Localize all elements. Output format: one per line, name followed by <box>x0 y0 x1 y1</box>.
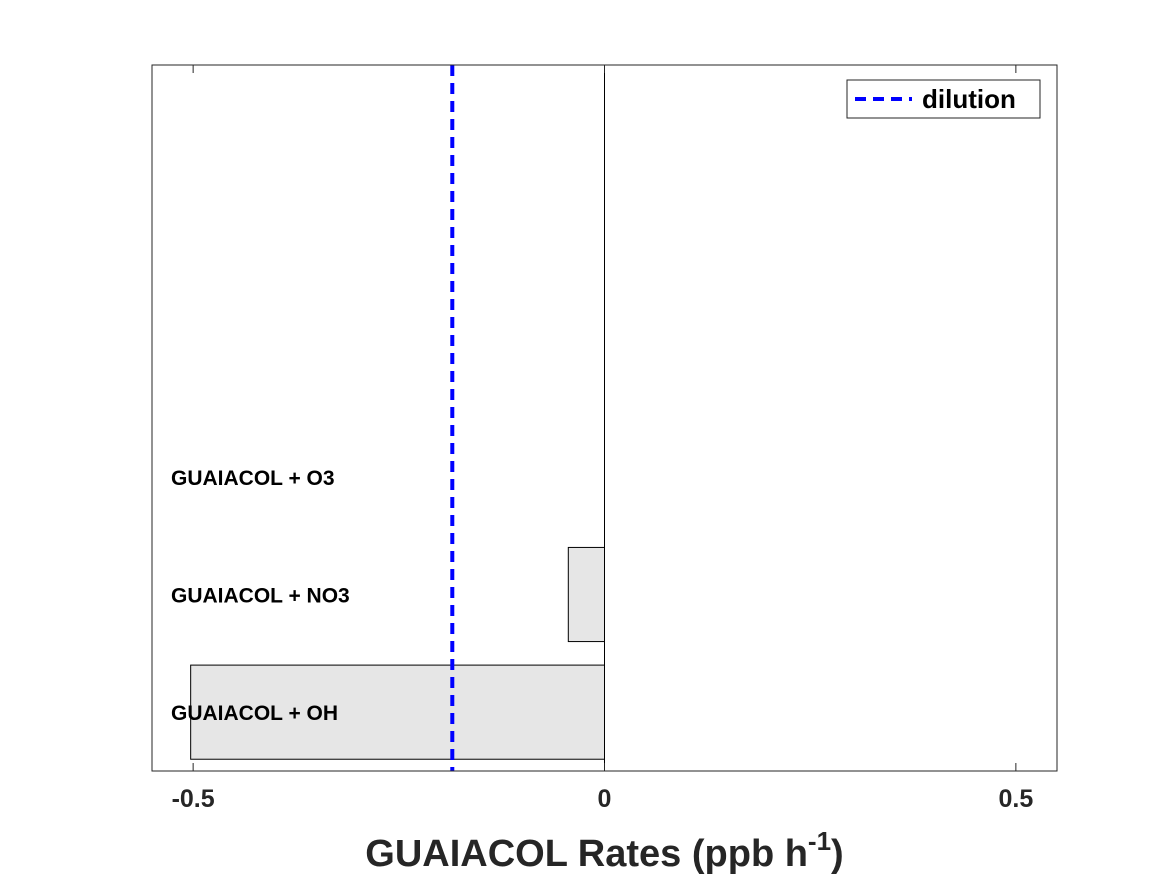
bar <box>567 546 605 643</box>
x-tick-label: 0.5 <box>998 785 1033 813</box>
category-labels: GUAIACOL + OH GUAIACOL + NO3 GUAIACOL + O3 <box>171 467 350 725</box>
bars-layer <box>190 546 605 760</box>
ticks-layer: -0.5 0 0.5 <box>172 65 1033 813</box>
x-axis-label-main: GUAIACOL Rates (ppb h <box>365 833 808 875</box>
legend-label-dilution: dilution <box>922 84 1016 114</box>
x-axis-label-close: ) <box>831 833 844 875</box>
x-axis-label: GUAIACOL Rates (ppb h-1) <box>365 826 843 875</box>
legend: dilution <box>846 79 1041 119</box>
x-axis-label-sup: -1 <box>808 826 831 856</box>
x-tick-label: -0.5 <box>172 785 215 813</box>
category-label: GUAIACOL + NO3 <box>171 585 350 608</box>
category-label: GUAIACOL + O3 <box>171 467 335 490</box>
bar <box>190 664 605 760</box>
category-label: GUAIACOL + OH <box>171 702 338 725</box>
x-tick-label: 0 <box>598 785 612 813</box>
